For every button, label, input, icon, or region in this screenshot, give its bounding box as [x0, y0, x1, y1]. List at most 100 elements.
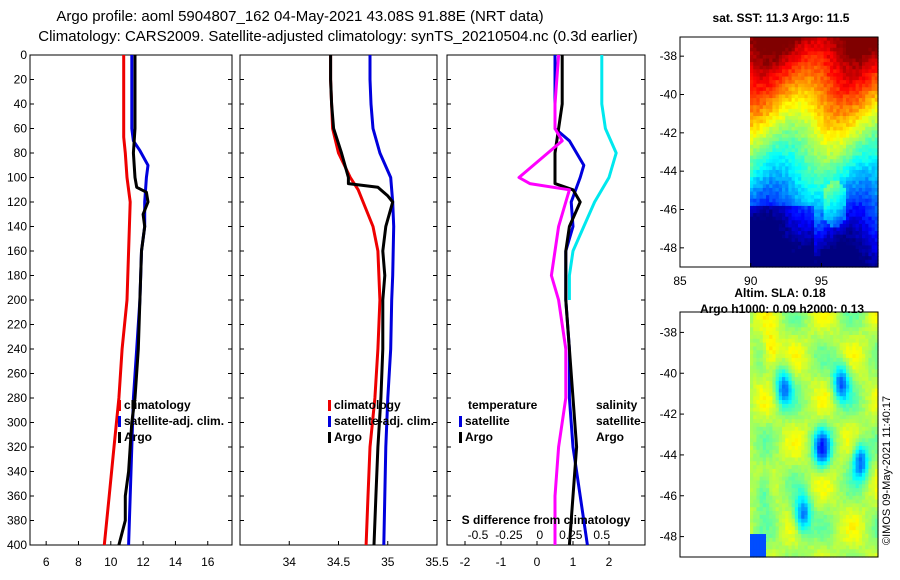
- heatmap-cell: [826, 445, 831, 451]
- heatmap-cell: [852, 187, 857, 193]
- heatmap-cell: [817, 144, 821, 149]
- heatmap-cell: [807, 216, 812, 221]
- heatmap-cell: [807, 76, 812, 81]
- heatmap-cell: [868, 461, 873, 466]
- heatmap-cell: [874, 238, 879, 243]
- heatmap-cell: [798, 205, 802, 211]
- heatmap-cell: [807, 173, 812, 178]
- heatmap-cell: [862, 213, 866, 218]
- heatmap-cell: [874, 430, 879, 436]
- heatmap-cell: [849, 58, 853, 63]
- heatmap-cell: [785, 144, 789, 149]
- heatmap-cell: [874, 54, 879, 60]
- heatmap-cell: [814, 256, 818, 261]
- heatmap-cell: [759, 491, 764, 497]
- legend-label: satellite: [596, 414, 641, 428]
- heatmap-cell: [798, 216, 802, 221]
- heatmap-cell: [801, 472, 805, 478]
- heatmap-cell: [871, 105, 876, 110]
- heatmap-cell: [820, 488, 825, 493]
- heatmap-cell: [871, 484, 876, 489]
- heatmap-cell: [807, 209, 812, 214]
- heatmap-cell: [762, 384, 767, 390]
- heatmap-cell: [852, 101, 857, 106]
- x-tick-label: 2: [606, 555, 613, 569]
- heatmap-cell: [814, 388, 818, 393]
- heatmap-cell: [775, 80, 780, 85]
- heatmap-cell: [756, 231, 761, 236]
- heatmap-cell: [756, 315, 761, 321]
- heatmap-cell: [820, 327, 825, 332]
- y-tick-label: 100: [7, 171, 27, 185]
- heatmap-cell: [817, 331, 821, 336]
- heatmap-cell: [810, 380, 815, 386]
- heatmap-cell: [753, 148, 757, 153]
- heatmap-cell: [855, 65, 860, 70]
- heatmap-cell: [791, 476, 796, 482]
- heatmap-cell: [788, 216, 793, 221]
- heatmap-cell: [801, 202, 805, 207]
- heatmap-cell: [817, 423, 821, 428]
- heatmap-cell: [794, 426, 799, 432]
- heatmap-cell: [814, 503, 818, 508]
- heatmap-cell: [798, 377, 802, 382]
- heatmap-cell: [852, 69, 857, 74]
- heatmap-cell: [874, 256, 879, 261]
- heatmap-cell: [766, 480, 770, 485]
- heatmap-cell: [846, 166, 850, 171]
- heatmap-cell: [810, 453, 815, 459]
- heatmap-cell: [871, 407, 876, 413]
- heatmap-cell: [823, 141, 828, 146]
- heatmap-cell: [775, 241, 780, 247]
- heatmap-cell: [766, 388, 770, 393]
- heatmap-cell: [826, 249, 831, 254]
- heatmap-cell: [871, 350, 876, 355]
- heatmap-cell: [794, 449, 799, 455]
- heatmap-cell: [868, 480, 873, 485]
- heatmap-cell: [788, 76, 793, 81]
- heatmap-cell: [855, 503, 860, 508]
- heatmap-cell: [871, 411, 876, 416]
- heatmap-cell: [801, 90, 805, 96]
- heatmap-cell: [759, 177, 764, 182]
- heatmap-cell: [778, 373, 783, 378]
- heatmap-cell: [750, 76, 754, 81]
- heatmap-cell: [817, 62, 821, 67]
- heatmap-cell: [762, 476, 767, 482]
- heatmap-cell: [858, 468, 863, 474]
- heatmap-cell: [804, 94, 809, 99]
- heatmap-cell: [874, 312, 879, 317]
- heatmap-cell: [858, 231, 863, 236]
- heatmap-cell: [778, 407, 783, 413]
- heatmap-cell: [823, 495, 828, 501]
- heatmap-cell: [830, 87, 834, 92]
- heatmap-cell: [782, 76, 786, 81]
- heatmap-cell: [778, 169, 783, 175]
- heatmap-cell: [820, 227, 825, 232]
- heatmap-cell: [766, 62, 770, 67]
- heatmap-cell: [785, 350, 789, 355]
- heatmap-cell: [852, 400, 857, 405]
- heatmap-cell: [842, 369, 847, 374]
- heatmap-cell: [852, 213, 857, 218]
- heatmap-cell: [849, 468, 853, 474]
- heatmap-cell: [798, 468, 802, 474]
- heatmap-cell: [785, 119, 789, 124]
- heatmap-cell: [762, 187, 767, 193]
- heatmap-cell: [778, 137, 783, 142]
- heatmap-cell: [772, 152, 777, 157]
- heatmap-cell: [849, 438, 853, 443]
- heatmap-cell: [762, 148, 767, 153]
- heatmap-cell: [862, 396, 866, 401]
- heatmap-cell: [756, 72, 761, 78]
- heatmap-cell: [775, 216, 780, 221]
- y-tick-label: 60: [14, 122, 28, 136]
- heatmap-cell: [794, 213, 799, 218]
- heatmap-cell: [769, 484, 773, 489]
- heatmap-cell: [769, 331, 773, 336]
- heatmap-cell: [801, 438, 805, 443]
- x-tick-label: 14: [169, 555, 183, 569]
- heatmap-cell: [753, 58, 757, 63]
- y-tick-label: 340: [7, 465, 27, 479]
- heatmap-cell: [769, 112, 773, 117]
